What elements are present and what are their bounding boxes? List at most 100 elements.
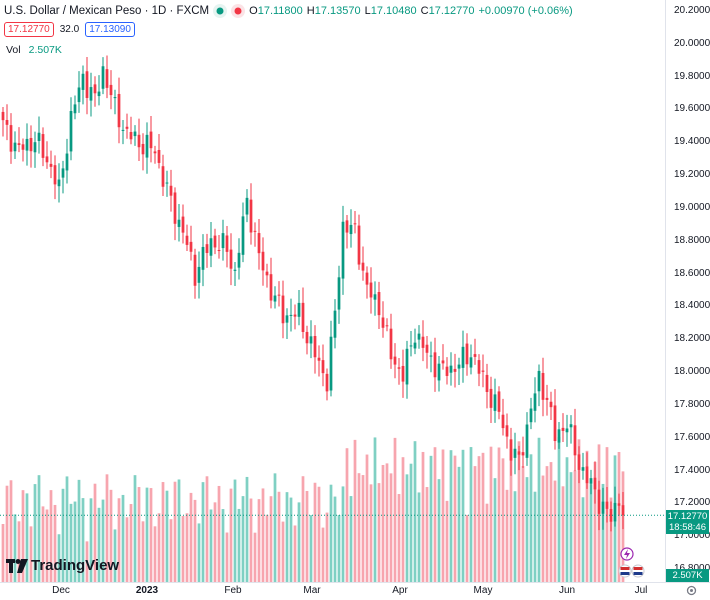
symbol-legend: U.S. Dollar / Mexican Peso · 1D · FXCM O… — [4, 4, 573, 18]
volume-bar — [117, 498, 121, 582]
volume-bar — [165, 490, 169, 582]
candle-body — [85, 71, 89, 98]
price-tick-label: 20.20000 — [674, 5, 710, 16]
candle-body — [265, 271, 269, 276]
volume-bar — [65, 476, 69, 582]
candle-body — [209, 238, 213, 256]
volume-bar — [13, 514, 17, 582]
time-tick-label: 2023 — [135, 585, 159, 596]
volume-bar — [521, 466, 525, 582]
price-tick-label: 17.60000 — [674, 431, 710, 443]
candle-body — [65, 153, 69, 171]
volume-bar — [377, 483, 381, 582]
us-flag-event-icon — [631, 564, 645, 578]
volume-bar — [397, 494, 401, 582]
time-tick-label: Mar — [303, 585, 321, 596]
ohlc-low: L17.10480 — [364, 5, 417, 17]
price-tick-label: 20.00000 — [674, 37, 710, 49]
volume-bar — [577, 439, 581, 582]
candle-body — [605, 501, 609, 509]
candle-body — [49, 163, 53, 167]
volume-bar — [17, 521, 21, 582]
candle-body — [353, 223, 357, 225]
candle-body — [33, 142, 37, 153]
volume-bar — [325, 512, 329, 582]
candle-body — [169, 185, 173, 196]
settings-icon[interactable] — [686, 585, 697, 599]
candle-body — [293, 314, 297, 317]
volume-bar — [553, 480, 557, 582]
buy-button[interactable]: 17.13090 — [85, 22, 135, 37]
volume-bar — [545, 466, 549, 582]
volume-bar — [29, 526, 33, 582]
volume-bar — [273, 473, 277, 582]
volume-bar — [305, 490, 309, 582]
volume-bar — [41, 506, 45, 582]
symbol-title[interactable]: U.S. Dollar / Mexican Peso · 1D · FXCM — [4, 5, 210, 17]
candle-body — [253, 230, 257, 232]
volume-bar — [349, 496, 353, 582]
candle-body — [229, 249, 233, 269]
candle-body — [341, 221, 345, 279]
volume-bar — [477, 456, 481, 582]
candle-body — [309, 336, 313, 344]
time-axis[interactable]: Dec 2023 Feb Mar Apr May Jun Jul — [0, 582, 665, 600]
data-status-icon[interactable] — [231, 4, 246, 18]
volume-bar — [241, 496, 245, 582]
price-tick-label: 17.00000 — [674, 530, 710, 542]
candle-body — [349, 224, 353, 235]
volume-bar — [5, 485, 9, 582]
volume-bar — [433, 447, 437, 582]
volume-bar — [405, 474, 409, 582]
volume-bar — [113, 529, 117, 582]
candle-body — [329, 336, 333, 391]
volume-value: 2.507K — [28, 44, 62, 56]
volume-bar — [221, 509, 225, 582]
volume-bar — [1, 524, 5, 582]
candle-body — [485, 374, 489, 392]
tradingview-logo-icon — [6, 558, 28, 573]
volume-bar — [301, 476, 305, 582]
candle-body — [161, 166, 165, 187]
candle-body — [437, 363, 441, 381]
logo-text: TradingView — [31, 557, 120, 574]
price-axis[interactable]: 20.20000 20.00000 19.80000 19.60000 19.40000… — [665, 0, 710, 582]
volume-bar — [513, 491, 517, 582]
candle-body — [613, 502, 617, 522]
volume-bar — [173, 481, 177, 582]
volume-bar — [393, 437, 397, 582]
volume-bar — [209, 509, 213, 582]
sell-button[interactable]: 17.12770 — [4, 22, 54, 37]
candle-body — [237, 252, 241, 268]
candle-body — [57, 179, 61, 187]
volume-bar — [441, 449, 445, 582]
volume-bar — [549, 462, 553, 582]
price-tick-label: 19.40000 — [674, 136, 710, 148]
price-tick-label: 18.00000 — [674, 366, 710, 378]
candle-body — [45, 156, 49, 163]
candle-body — [313, 336, 317, 358]
candle-body — [509, 439, 513, 461]
candle-body — [53, 165, 57, 185]
candle-body — [213, 235, 217, 248]
volume-bar — [69, 503, 73, 582]
volume-bar — [161, 482, 165, 582]
volume-bar — [177, 479, 181, 582]
tradingview-logo[interactable]: TradingView — [6, 557, 119, 574]
volume-bar — [153, 526, 157, 582]
candle-body — [257, 233, 261, 254]
volume-legend[interactable]: Vol 2.507K — [6, 44, 62, 56]
candle-body — [149, 131, 153, 149]
candle-body — [493, 394, 497, 411]
candle-body — [513, 448, 517, 458]
volume-bar — [81, 498, 85, 582]
candle-body — [205, 244, 209, 253]
volume-bar — [205, 476, 209, 582]
volume-bar — [417, 492, 421, 582]
candle-body — [21, 144, 25, 150]
time-tick-label: May — [473, 585, 493, 596]
market-status-icon[interactable] — [213, 4, 228, 18]
volume-bar — [369, 484, 373, 582]
